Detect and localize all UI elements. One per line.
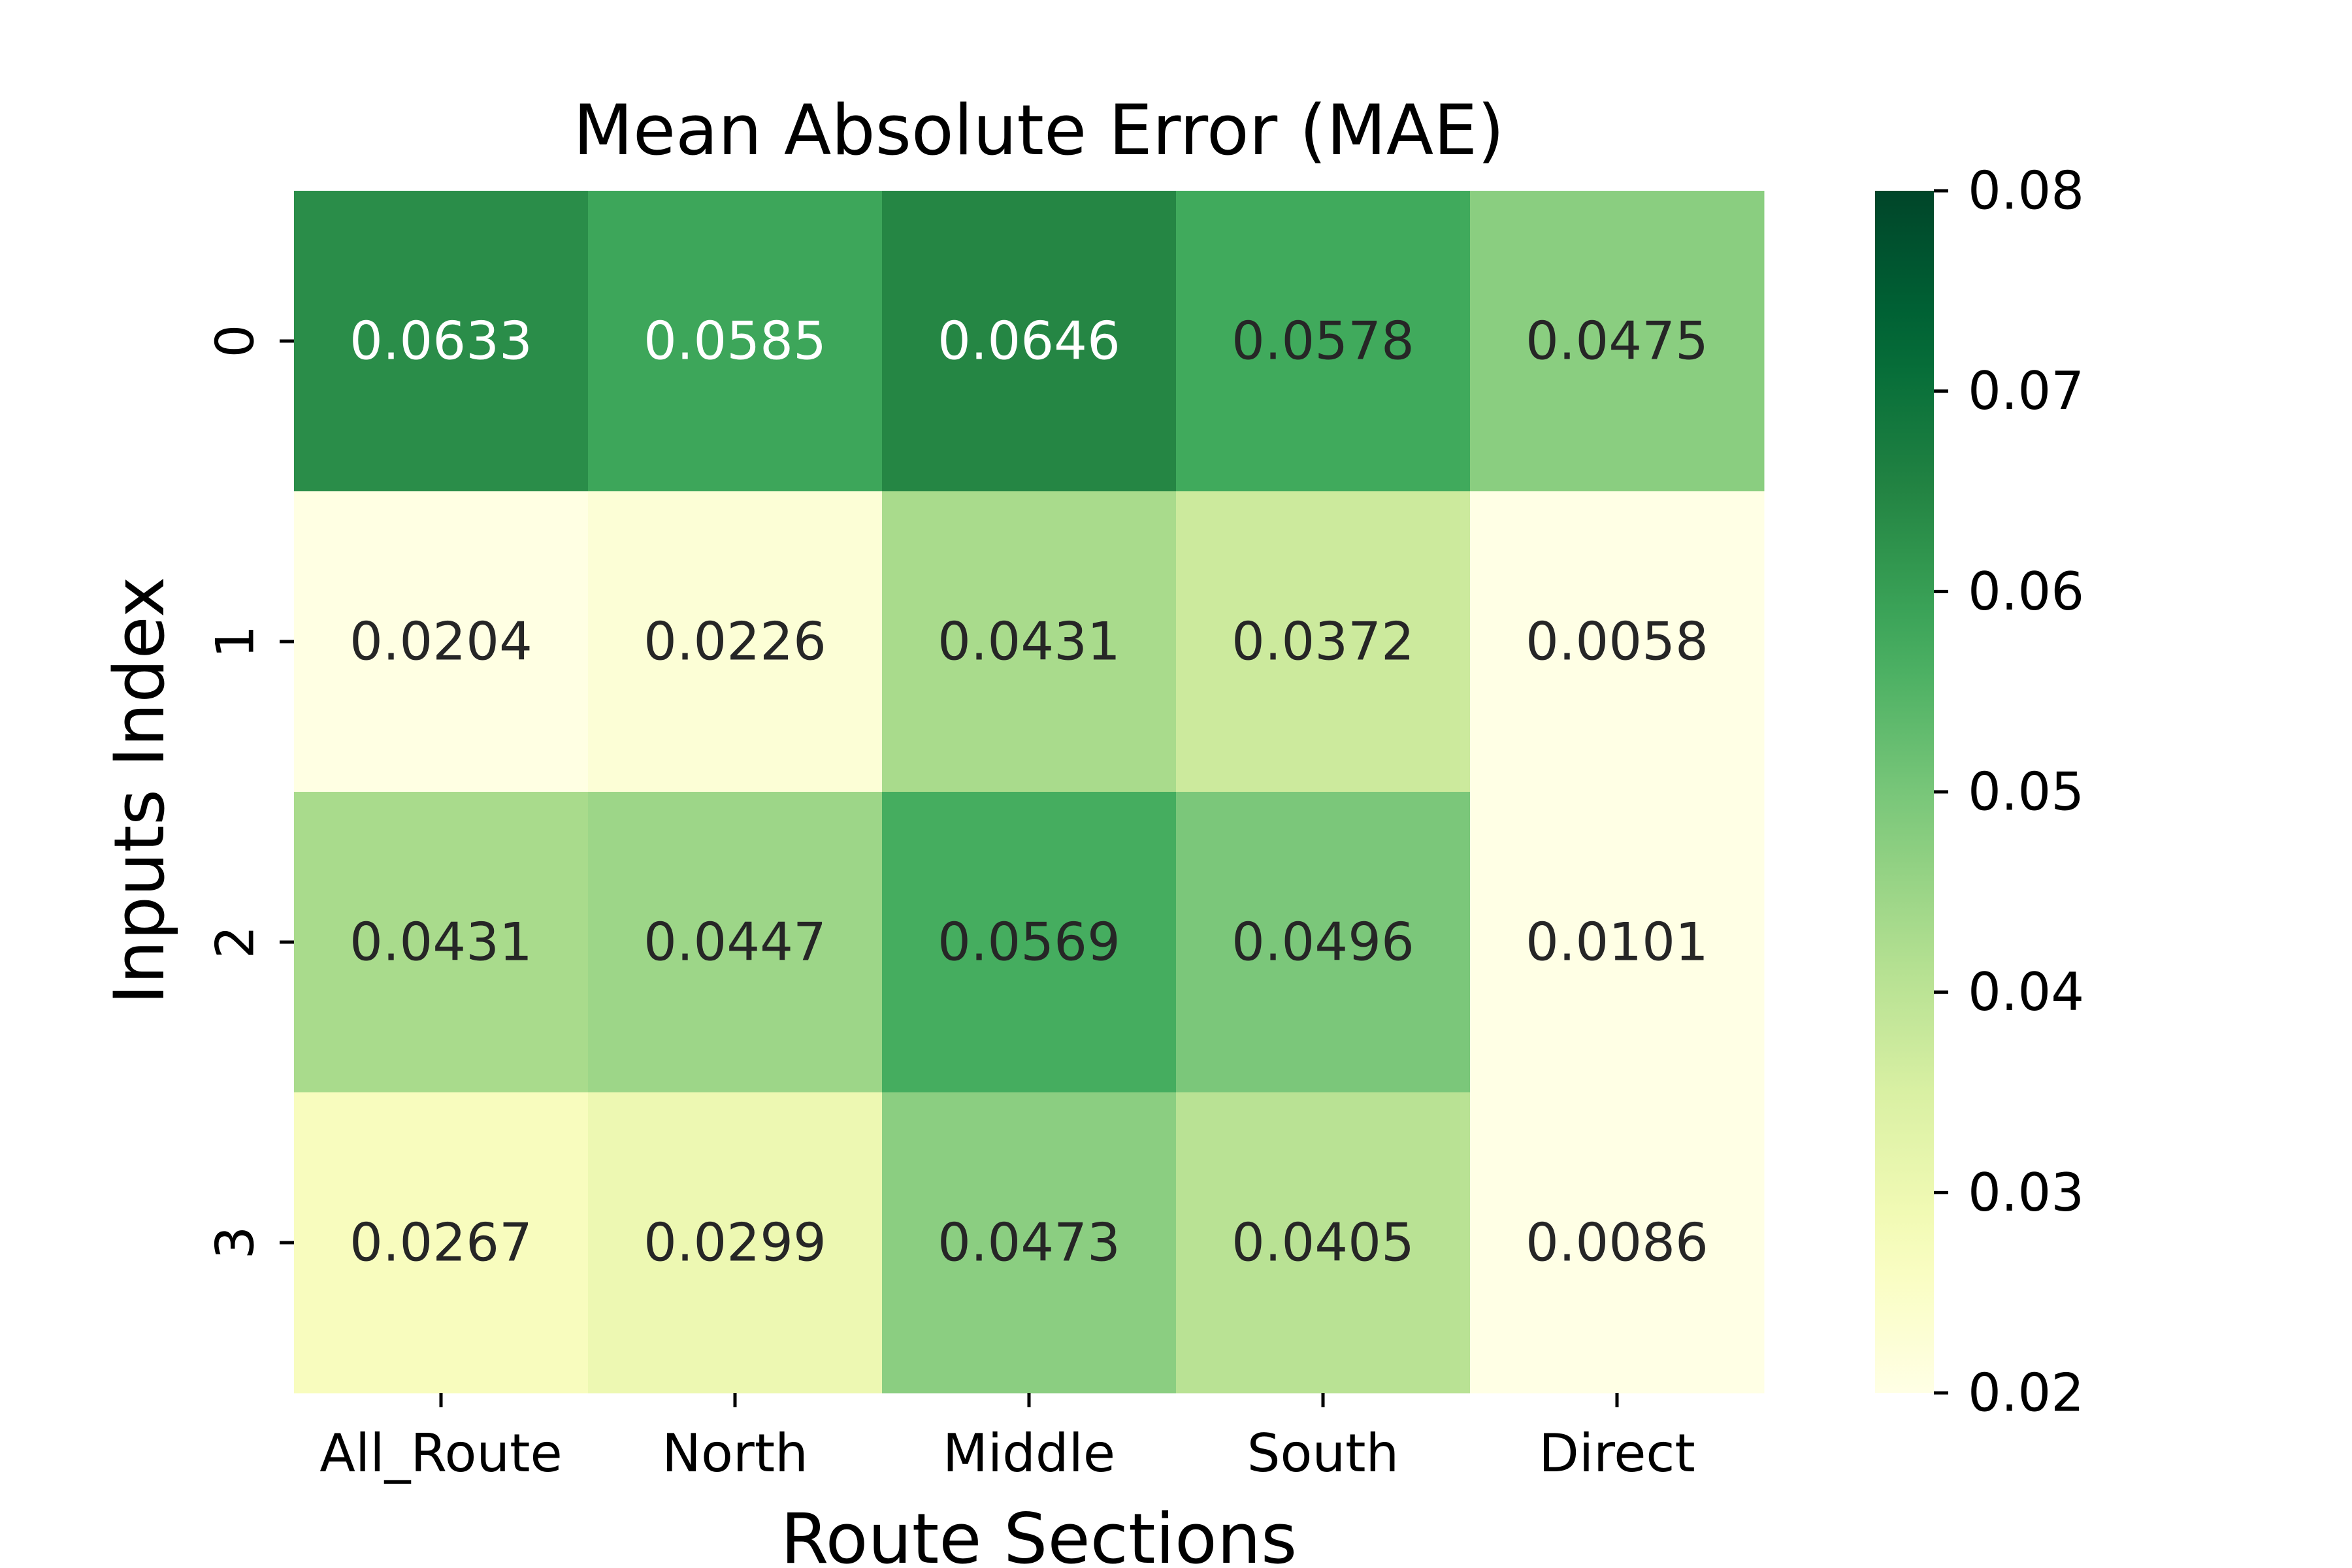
heatmap-cell: [1470, 491, 1765, 792]
colorbar: [1875, 191, 1934, 1393]
cell-value-label: 0.0585: [644, 311, 826, 372]
colorbar-tick-label: 0.05: [1968, 762, 2084, 823]
x-tick-label: Middle: [943, 1423, 1115, 1484]
colorbar-tick-label: 0.07: [1968, 361, 2084, 421]
y-tick-label: 2: [205, 926, 266, 959]
cell-value-label: 0.0267: [350, 1213, 532, 1273]
cell-value-label: 0.0431: [938, 612, 1120, 672]
chart-title: Mean Absolute Error (MAE): [573, 90, 1504, 171]
cell-value-label: 0.0226: [644, 612, 826, 672]
x-axis-label: Route Sections: [781, 1499, 1297, 1568]
x-tick-label: South: [1247, 1423, 1399, 1484]
heatmap-cell: [294, 792, 589, 1093]
heatmap-cell: [588, 191, 883, 492]
heatmap-cell: [1176, 1092, 1471, 1394]
cell-value-label: 0.0299: [644, 1213, 826, 1273]
heatmap-cell: [882, 191, 1177, 492]
cell-value-label: 0.0473: [938, 1213, 1120, 1273]
x-tick-label: All_Route: [319, 1423, 562, 1484]
heatmap-cell: [1470, 191, 1765, 492]
heatmap-cell: [588, 491, 883, 792]
x-tick-label: North: [662, 1423, 808, 1484]
cell-value-label: 0.0204: [350, 612, 532, 672]
heatmap-cell: [1176, 191, 1471, 492]
heatmap-cell: [1470, 792, 1765, 1093]
y-tick-label: 0: [205, 325, 266, 358]
heatmap-cell: [294, 491, 589, 792]
colorbar-tick-label: 0.03: [1968, 1162, 2084, 1223]
colorbar-tick-label: 0.08: [1968, 161, 2084, 221]
cell-value-label: 0.0475: [1526, 311, 1708, 372]
heatmap-cell: [1176, 792, 1471, 1093]
cell-value-label: 0.0578: [1232, 311, 1414, 372]
cell-value-label: 0.0086: [1526, 1213, 1708, 1273]
colorbar-tick-label: 0.04: [1968, 962, 2084, 1022]
cell-value-label: 0.0101: [1526, 912, 1708, 973]
colorbar-tick-label: 0.06: [1968, 561, 2084, 622]
heatmap-cell: [882, 792, 1177, 1093]
heatmap-cell: [882, 491, 1177, 792]
heatmap-cell: [882, 1092, 1177, 1394]
cell-value-label: 0.0372: [1232, 612, 1414, 672]
cell-value-label: 0.0569: [938, 912, 1120, 973]
y-axis-label: Inputs Index: [99, 576, 180, 1004]
x-tick-label: Direct: [1539, 1423, 1695, 1484]
cell-value-label: 0.0646: [938, 311, 1120, 372]
colorbar-ticks: 0.02 0.03 0.04 0.05 0.06 0.07 0.08: [1934, 161, 2084, 1424]
cell-value-label: 0.0633: [350, 311, 532, 372]
heatmap-cell: [1470, 1092, 1765, 1394]
y-axis-ticks: 0 1 2 3: [205, 325, 294, 1260]
heatmap-cell: [294, 1092, 589, 1394]
cell-value-label: 0.0447: [644, 912, 826, 973]
heatmap-cell: [588, 792, 883, 1093]
heatmap-cell: [294, 191, 589, 492]
heatmap-cells: 0.0633 0.0585 0.0646 0.0578 0.0475 0.0204 0.02…: [294, 191, 1765, 1394]
y-tick-label: 3: [205, 1226, 266, 1260]
heatmap-cell: [1176, 491, 1471, 792]
cell-value-label: 0.0405: [1232, 1213, 1414, 1273]
cell-value-label: 0.0496: [1232, 912, 1414, 973]
heatmap-cell: [588, 1092, 883, 1394]
cell-value-label: 0.0431: [350, 912, 532, 973]
colorbar-tick-label: 0.02: [1968, 1363, 2084, 1424]
x-axis-ticks: All_Route North Middle South Direct: [319, 1393, 1695, 1484]
y-tick-label: 1: [205, 625, 266, 659]
cell-value-label: 0.0058: [1526, 612, 1708, 672]
